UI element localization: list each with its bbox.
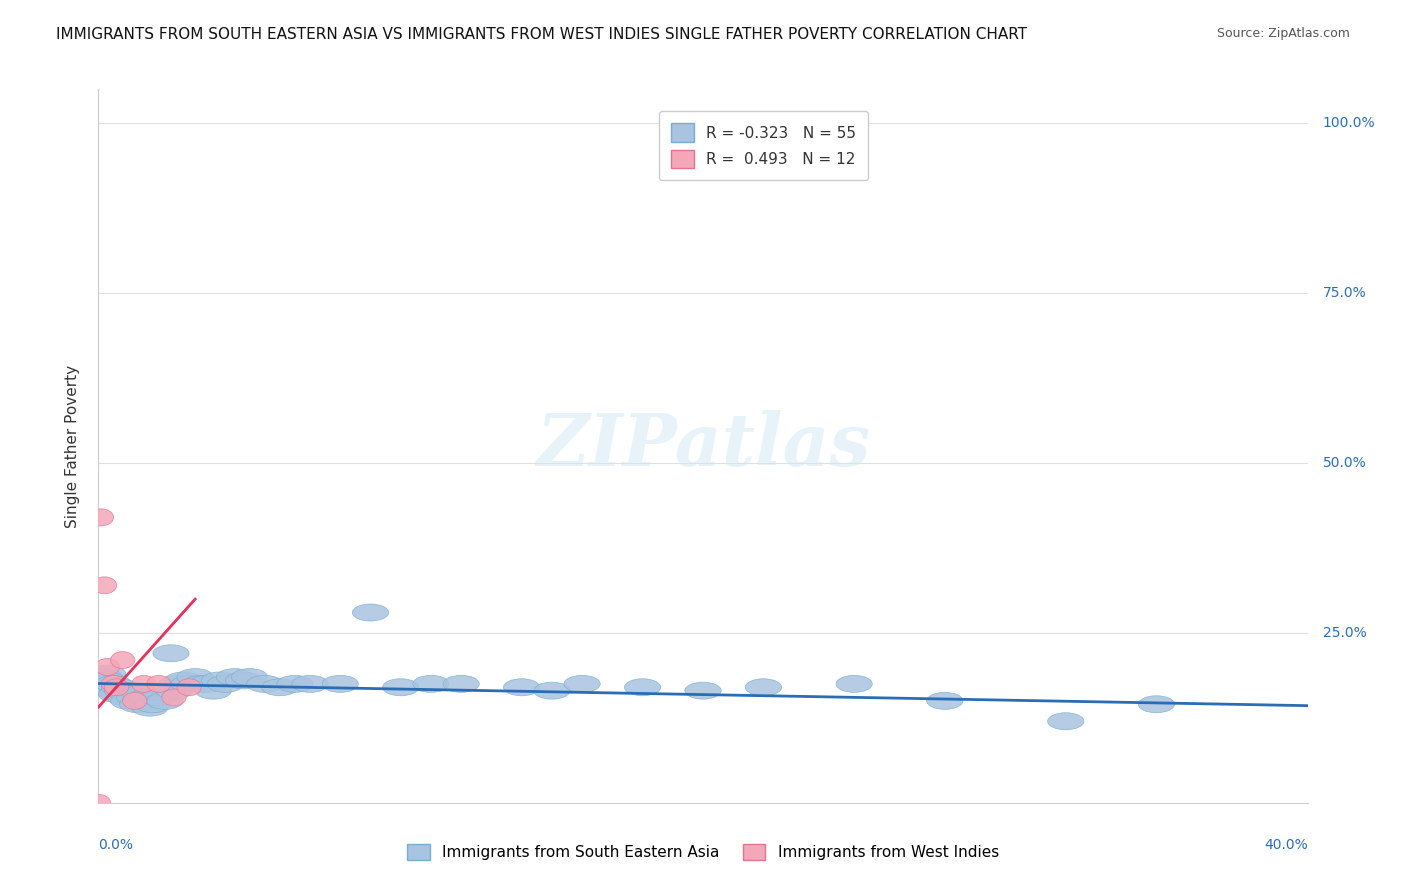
Ellipse shape (292, 675, 328, 692)
Ellipse shape (159, 675, 195, 692)
Ellipse shape (96, 658, 120, 675)
Legend: R = -0.323   N = 55, R =  0.493   N = 12: R = -0.323 N = 55, R = 0.493 N = 12 (658, 112, 869, 180)
Ellipse shape (83, 675, 120, 692)
Text: 25.0%: 25.0% (1323, 626, 1367, 640)
Ellipse shape (120, 696, 156, 713)
Ellipse shape (201, 672, 238, 689)
Ellipse shape (141, 689, 177, 706)
Ellipse shape (322, 675, 359, 692)
Text: IMMIGRANTS FROM SOUTH EASTERN ASIA VS IMMIGRANTS FROM WEST INDIES SINGLE FATHER : IMMIGRANTS FROM SOUTH EASTERN ASIA VS IM… (56, 27, 1028, 42)
Ellipse shape (146, 692, 183, 709)
Ellipse shape (111, 692, 146, 709)
Ellipse shape (413, 675, 449, 692)
Ellipse shape (188, 675, 225, 692)
Text: ZIPatlas: ZIPatlas (536, 410, 870, 482)
Ellipse shape (129, 689, 165, 706)
Ellipse shape (98, 686, 135, 703)
Ellipse shape (232, 669, 267, 686)
Ellipse shape (162, 689, 186, 706)
Text: 50.0%: 50.0% (1323, 456, 1367, 470)
Ellipse shape (104, 679, 129, 696)
Ellipse shape (101, 679, 138, 696)
Ellipse shape (132, 699, 167, 716)
Ellipse shape (183, 675, 219, 692)
Ellipse shape (153, 645, 190, 662)
Text: 0.0%: 0.0% (98, 838, 134, 853)
Ellipse shape (86, 669, 122, 686)
Ellipse shape (1139, 696, 1174, 713)
Ellipse shape (837, 675, 872, 692)
Ellipse shape (382, 679, 419, 696)
Ellipse shape (1047, 713, 1084, 730)
Ellipse shape (146, 675, 172, 692)
Ellipse shape (96, 682, 132, 699)
Ellipse shape (262, 679, 298, 696)
Ellipse shape (101, 675, 125, 692)
Ellipse shape (165, 672, 201, 689)
Ellipse shape (156, 682, 193, 699)
Y-axis label: Single Father Poverty: Single Father Poverty (65, 365, 80, 527)
Ellipse shape (117, 689, 153, 706)
Legend: Immigrants from South Eastern Asia, Immigrants from West Indies: Immigrants from South Eastern Asia, Immi… (401, 838, 1005, 866)
Text: 100.0%: 100.0% (1323, 116, 1375, 130)
Ellipse shape (111, 686, 146, 703)
Ellipse shape (90, 508, 114, 526)
Ellipse shape (111, 651, 135, 669)
Ellipse shape (172, 675, 207, 692)
Ellipse shape (246, 675, 283, 692)
Ellipse shape (177, 669, 214, 686)
Ellipse shape (122, 686, 159, 703)
Ellipse shape (86, 794, 111, 812)
Ellipse shape (207, 675, 243, 692)
Ellipse shape (927, 692, 963, 709)
Ellipse shape (93, 577, 117, 594)
Ellipse shape (624, 679, 661, 696)
Ellipse shape (90, 665, 125, 682)
Ellipse shape (353, 604, 388, 621)
Ellipse shape (685, 682, 721, 699)
Ellipse shape (96, 675, 132, 692)
Text: Source: ZipAtlas.com: Source: ZipAtlas.com (1216, 27, 1350, 40)
Ellipse shape (564, 675, 600, 692)
Ellipse shape (122, 692, 146, 709)
Ellipse shape (107, 689, 143, 706)
Ellipse shape (217, 669, 253, 686)
Ellipse shape (125, 692, 162, 709)
Ellipse shape (132, 675, 156, 692)
Text: 75.0%: 75.0% (1323, 286, 1367, 300)
Ellipse shape (93, 679, 129, 696)
Ellipse shape (195, 682, 232, 699)
Ellipse shape (90, 672, 125, 689)
Ellipse shape (745, 679, 782, 696)
Ellipse shape (443, 675, 479, 692)
Ellipse shape (135, 696, 172, 713)
Text: 40.0%: 40.0% (1264, 838, 1308, 853)
Ellipse shape (277, 675, 314, 692)
Ellipse shape (503, 679, 540, 696)
Ellipse shape (177, 679, 201, 696)
Ellipse shape (104, 682, 141, 699)
Ellipse shape (225, 672, 262, 689)
Ellipse shape (534, 682, 569, 699)
